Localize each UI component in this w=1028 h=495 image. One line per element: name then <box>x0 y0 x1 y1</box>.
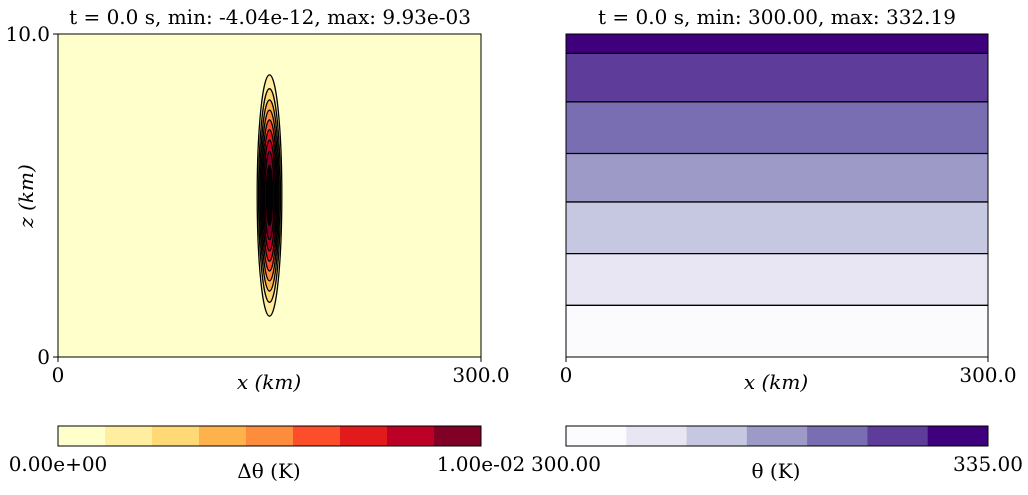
colorbar-segment <box>566 426 627 446</box>
left-ytick-label-bottom: 0 <box>37 345 50 369</box>
left-ylabel: z (km) <box>14 164 38 229</box>
right-xtick-label-left: 0 <box>560 363 573 387</box>
colorbar-segment <box>746 426 808 446</box>
left-colorbar-max-label: 1.00e-02 <box>437 452 526 476</box>
contour-line <box>262 129 277 262</box>
right-colorbar <box>566 426 989 446</box>
contour-fill-band <box>266 165 273 226</box>
colorbar-segment <box>246 426 294 446</box>
left-ytick-label-top: 10.0 <box>5 22 50 46</box>
right-colorbar-min-label: 300.00 <box>531 452 601 476</box>
left-xtick-label-right: 300.0 <box>452 363 509 387</box>
theta-band <box>566 201 988 254</box>
colorbar-segment <box>58 426 106 446</box>
colorbar-segment <box>686 426 748 446</box>
right-contour-bands <box>566 34 988 357</box>
left-title: t = 0.0 s, min: -4.04e-12, max: 9.93e-03 <box>69 5 471 29</box>
right-colorbar-label: θ (K) <box>752 459 801 483</box>
colorbar-segment <box>387 426 435 446</box>
colorbar-segment <box>293 426 341 446</box>
theta-band <box>566 34 988 54</box>
left-axes-frame <box>57 33 482 358</box>
right-colorbar-frame <box>565 425 989 447</box>
left-contour-lines <box>256 74 283 317</box>
contour-line <box>263 139 276 252</box>
left-colorbar-frame <box>57 425 482 447</box>
colorbar-segment <box>626 426 688 446</box>
colorbar-segment <box>340 426 388 446</box>
colorbar-segment <box>152 426 200 446</box>
contour-line <box>261 119 278 272</box>
contour-line <box>264 150 275 241</box>
theta-band <box>566 153 988 202</box>
left-colorbar-min-label: 0.00e+00 <box>9 452 108 476</box>
right-xtick-label-right: 300.0 <box>959 363 1016 387</box>
right-title: t = 0.0 s, min: 300.00, max: 332.19 <box>598 5 956 29</box>
colorbar-segment <box>927 426 989 446</box>
right-panel: t = 0.0 s, min: 300.00, max: 332.19 0 30… <box>560 5 1017 394</box>
contour-line <box>257 88 282 303</box>
contour-line <box>265 164 274 227</box>
theta-band <box>566 305 988 357</box>
colorbar-segment <box>105 426 153 446</box>
left-colorbar <box>58 426 482 446</box>
theta-band <box>566 53 988 102</box>
right-xlabel: x (km) <box>744 370 808 394</box>
left-xlabel: x (km) <box>237 370 301 394</box>
left-colorbar-label: Δθ (K) <box>237 459 300 483</box>
colorbar-segment <box>867 426 929 446</box>
colorbar-segment <box>807 426 868 446</box>
contour-line <box>260 109 279 282</box>
colorbar-segment <box>434 426 482 446</box>
left-panel: t = 0.0 s, min: -4.04e-12, max: 9.93e-03… <box>5 5 509 394</box>
contour-line <box>259 99 280 292</box>
left-xtick-label-left: 0 <box>52 363 65 387</box>
theta-band <box>566 253 988 306</box>
right-axes-frame <box>565 33 989 358</box>
right-colorbar-max-label: 335.00 <box>953 452 1023 476</box>
colorbar-segment <box>199 426 247 446</box>
theta-band <box>566 101 988 154</box>
contour-line <box>256 74 283 317</box>
